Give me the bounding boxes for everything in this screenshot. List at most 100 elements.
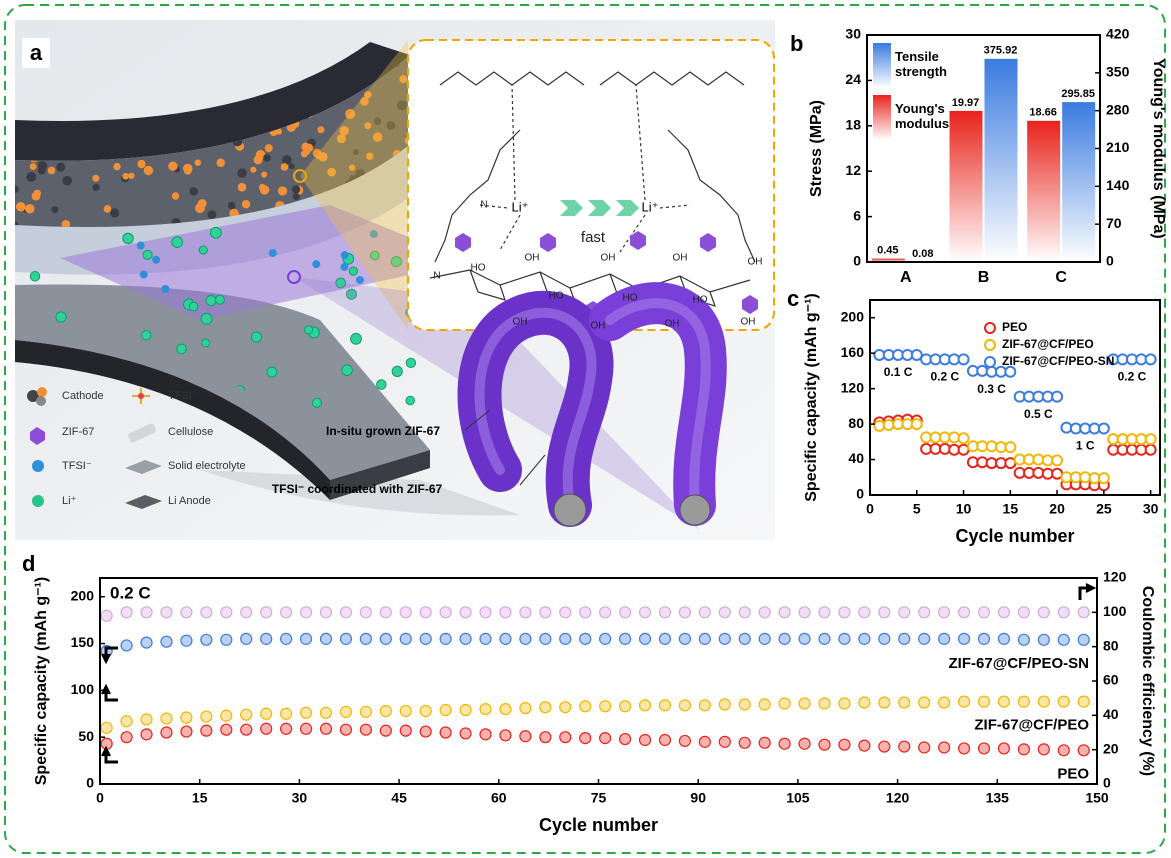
x-tick-label: A <box>900 269 912 286</box>
particle <box>183 164 193 174</box>
data-point <box>1005 367 1015 377</box>
data-point <box>959 433 969 443</box>
data-point <box>899 697 910 708</box>
data-point <box>221 634 232 645</box>
data-point <box>859 740 870 751</box>
data-point <box>899 633 910 644</box>
data-point <box>580 607 591 618</box>
particle <box>250 167 256 173</box>
data-point <box>1146 354 1156 364</box>
particle <box>265 144 273 152</box>
legend-swatch <box>873 43 891 88</box>
atom-label: OH <box>601 253 616 264</box>
data-point <box>819 633 830 644</box>
data-point <box>281 708 292 719</box>
data-point <box>719 633 730 644</box>
y-tick-label: 0 <box>856 486 864 502</box>
data-point <box>600 701 611 712</box>
data-point <box>560 633 571 644</box>
data-point <box>819 739 830 750</box>
data-point <box>161 607 172 618</box>
data-point <box>699 633 710 644</box>
data-point <box>201 725 212 736</box>
particle <box>242 200 251 209</box>
atom-label: OH <box>665 319 680 330</box>
data-point <box>919 742 930 753</box>
y2-tick-label: 60 <box>1103 672 1119 688</box>
data-point <box>1146 445 1156 455</box>
atom-label: N <box>433 271 440 282</box>
data-point <box>420 705 431 716</box>
panel-label: d <box>22 551 35 576</box>
tube-end <box>680 495 710 525</box>
data-point <box>959 633 970 644</box>
value-label: 0.45 <box>877 245 898 257</box>
data-point <box>739 633 750 644</box>
li-ion <box>30 272 40 282</box>
li-ion <box>172 237 183 248</box>
data-point <box>440 705 451 716</box>
data-point <box>360 706 371 717</box>
particle <box>25 204 34 213</box>
li-ion <box>123 233 133 243</box>
data-point <box>480 729 491 740</box>
y-tick-label: 18 <box>845 117 861 133</box>
data-point <box>859 633 870 644</box>
y-tick-label: 0 <box>86 775 94 791</box>
y-tick-label: 12 <box>845 162 861 178</box>
li-ion <box>210 227 221 238</box>
data-point <box>739 699 750 710</box>
data-point <box>719 699 730 710</box>
particle <box>259 184 266 191</box>
x-tick-label: 120 <box>886 790 910 806</box>
li-label: Li⁺ <box>642 199 659 214</box>
data-point <box>819 698 830 709</box>
y-tick-label: 0 <box>853 253 861 269</box>
data-point <box>719 607 730 618</box>
data-point <box>360 724 371 735</box>
particle <box>16 202 26 212</box>
series-label: ZIF-67@CF/PEO-SN <box>949 655 1089 672</box>
data-point <box>101 610 112 621</box>
particle <box>254 155 263 164</box>
legend-label: Tensile strength <box>895 49 965 79</box>
data-point <box>221 724 232 735</box>
data-point <box>1038 696 1049 707</box>
rate-label: 0.3 C <box>977 382 1006 396</box>
data-point <box>939 697 950 708</box>
particle <box>137 160 145 168</box>
data-point <box>340 706 351 717</box>
y-axis-title: Specific capacity (mAh g⁻¹) <box>33 577 50 786</box>
x-tick-label: 25 <box>1096 501 1112 517</box>
particle <box>292 185 300 193</box>
bar <box>985 59 1018 262</box>
data-point <box>201 634 212 645</box>
particle <box>168 161 177 170</box>
y-tick-label: 30 <box>845 26 861 42</box>
atom-label: OH <box>513 317 528 328</box>
data-point <box>1078 696 1089 707</box>
data-point <box>181 607 192 618</box>
y2-tick-label: 420 <box>1106 26 1130 42</box>
li-ion <box>392 366 402 376</box>
data-point <box>121 716 132 727</box>
x-tick-label: 90 <box>690 790 706 806</box>
x-tick-label: 105 <box>786 790 810 806</box>
particle <box>33 190 40 197</box>
data-point <box>1058 607 1069 618</box>
data-point <box>460 728 471 739</box>
x-tick-label: 135 <box>986 790 1010 806</box>
data-point <box>141 729 152 740</box>
data-point <box>859 607 870 618</box>
arrow-head <box>102 654 110 662</box>
data-point <box>320 707 331 718</box>
li-ion <box>142 331 151 340</box>
data-point <box>979 633 990 644</box>
data-point <box>699 736 710 747</box>
data-point <box>659 633 670 644</box>
data-point <box>181 712 192 723</box>
x-tick-label: 150 <box>1085 790 1109 806</box>
fast-arrows <box>560 200 639 216</box>
tfsi-ion <box>269 249 277 257</box>
li-ion <box>267 367 277 377</box>
